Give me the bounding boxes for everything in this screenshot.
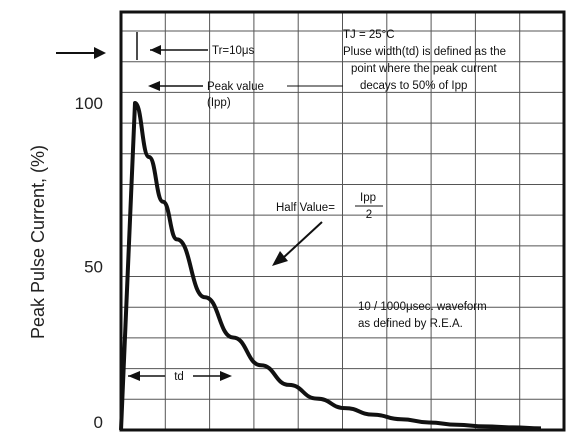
tj-label: TJ = 25°C bbox=[343, 29, 395, 41]
tr-marker bbox=[136, 32, 208, 60]
peak-value-marker bbox=[148, 81, 343, 91]
grid bbox=[121, 12, 564, 430]
pulse-width-line-3: decays to 50% of Ipp bbox=[360, 80, 467, 92]
y-tick-label: 50 bbox=[84, 258, 103, 277]
half-value-arrow bbox=[272, 221, 323, 266]
half-value-label: Half Value= bbox=[276, 202, 335, 214]
half-value-numerator: Ipp bbox=[360, 192, 376, 204]
pulse-waveform-line bbox=[119, 101, 542, 431]
y-tick-label: 0 bbox=[94, 413, 103, 432]
td-marker bbox=[128, 371, 232, 381]
peak-value-sublabel: (Ipp) bbox=[207, 97, 231, 109]
tr-label: Tr=10μs bbox=[212, 45, 255, 57]
half-value-denominator: 2 bbox=[366, 209, 372, 221]
td-label: td bbox=[174, 371, 184, 383]
waveform-note-line-1: 10 / 1000μsec. waveform bbox=[358, 301, 487, 313]
y-tick-label: 100 bbox=[75, 94, 103, 113]
peak-value-label: Peak value bbox=[207, 81, 264, 93]
peak-level-arrow bbox=[56, 47, 106, 59]
y-tick-labels: 100 50 0 bbox=[75, 94, 103, 432]
y-axis-label: Peak Pulse Current, (%) bbox=[28, 145, 48, 339]
waveform-note-line-2: as defined by R.E.A. bbox=[358, 318, 463, 330]
pulse-width-line-1: Pluse width(td) is defined as the bbox=[343, 46, 506, 58]
pulse-width-line-2: point where the peak current bbox=[351, 63, 498, 75]
curve-layer bbox=[119, 101, 542, 431]
plot-border bbox=[119, 10, 566, 432]
